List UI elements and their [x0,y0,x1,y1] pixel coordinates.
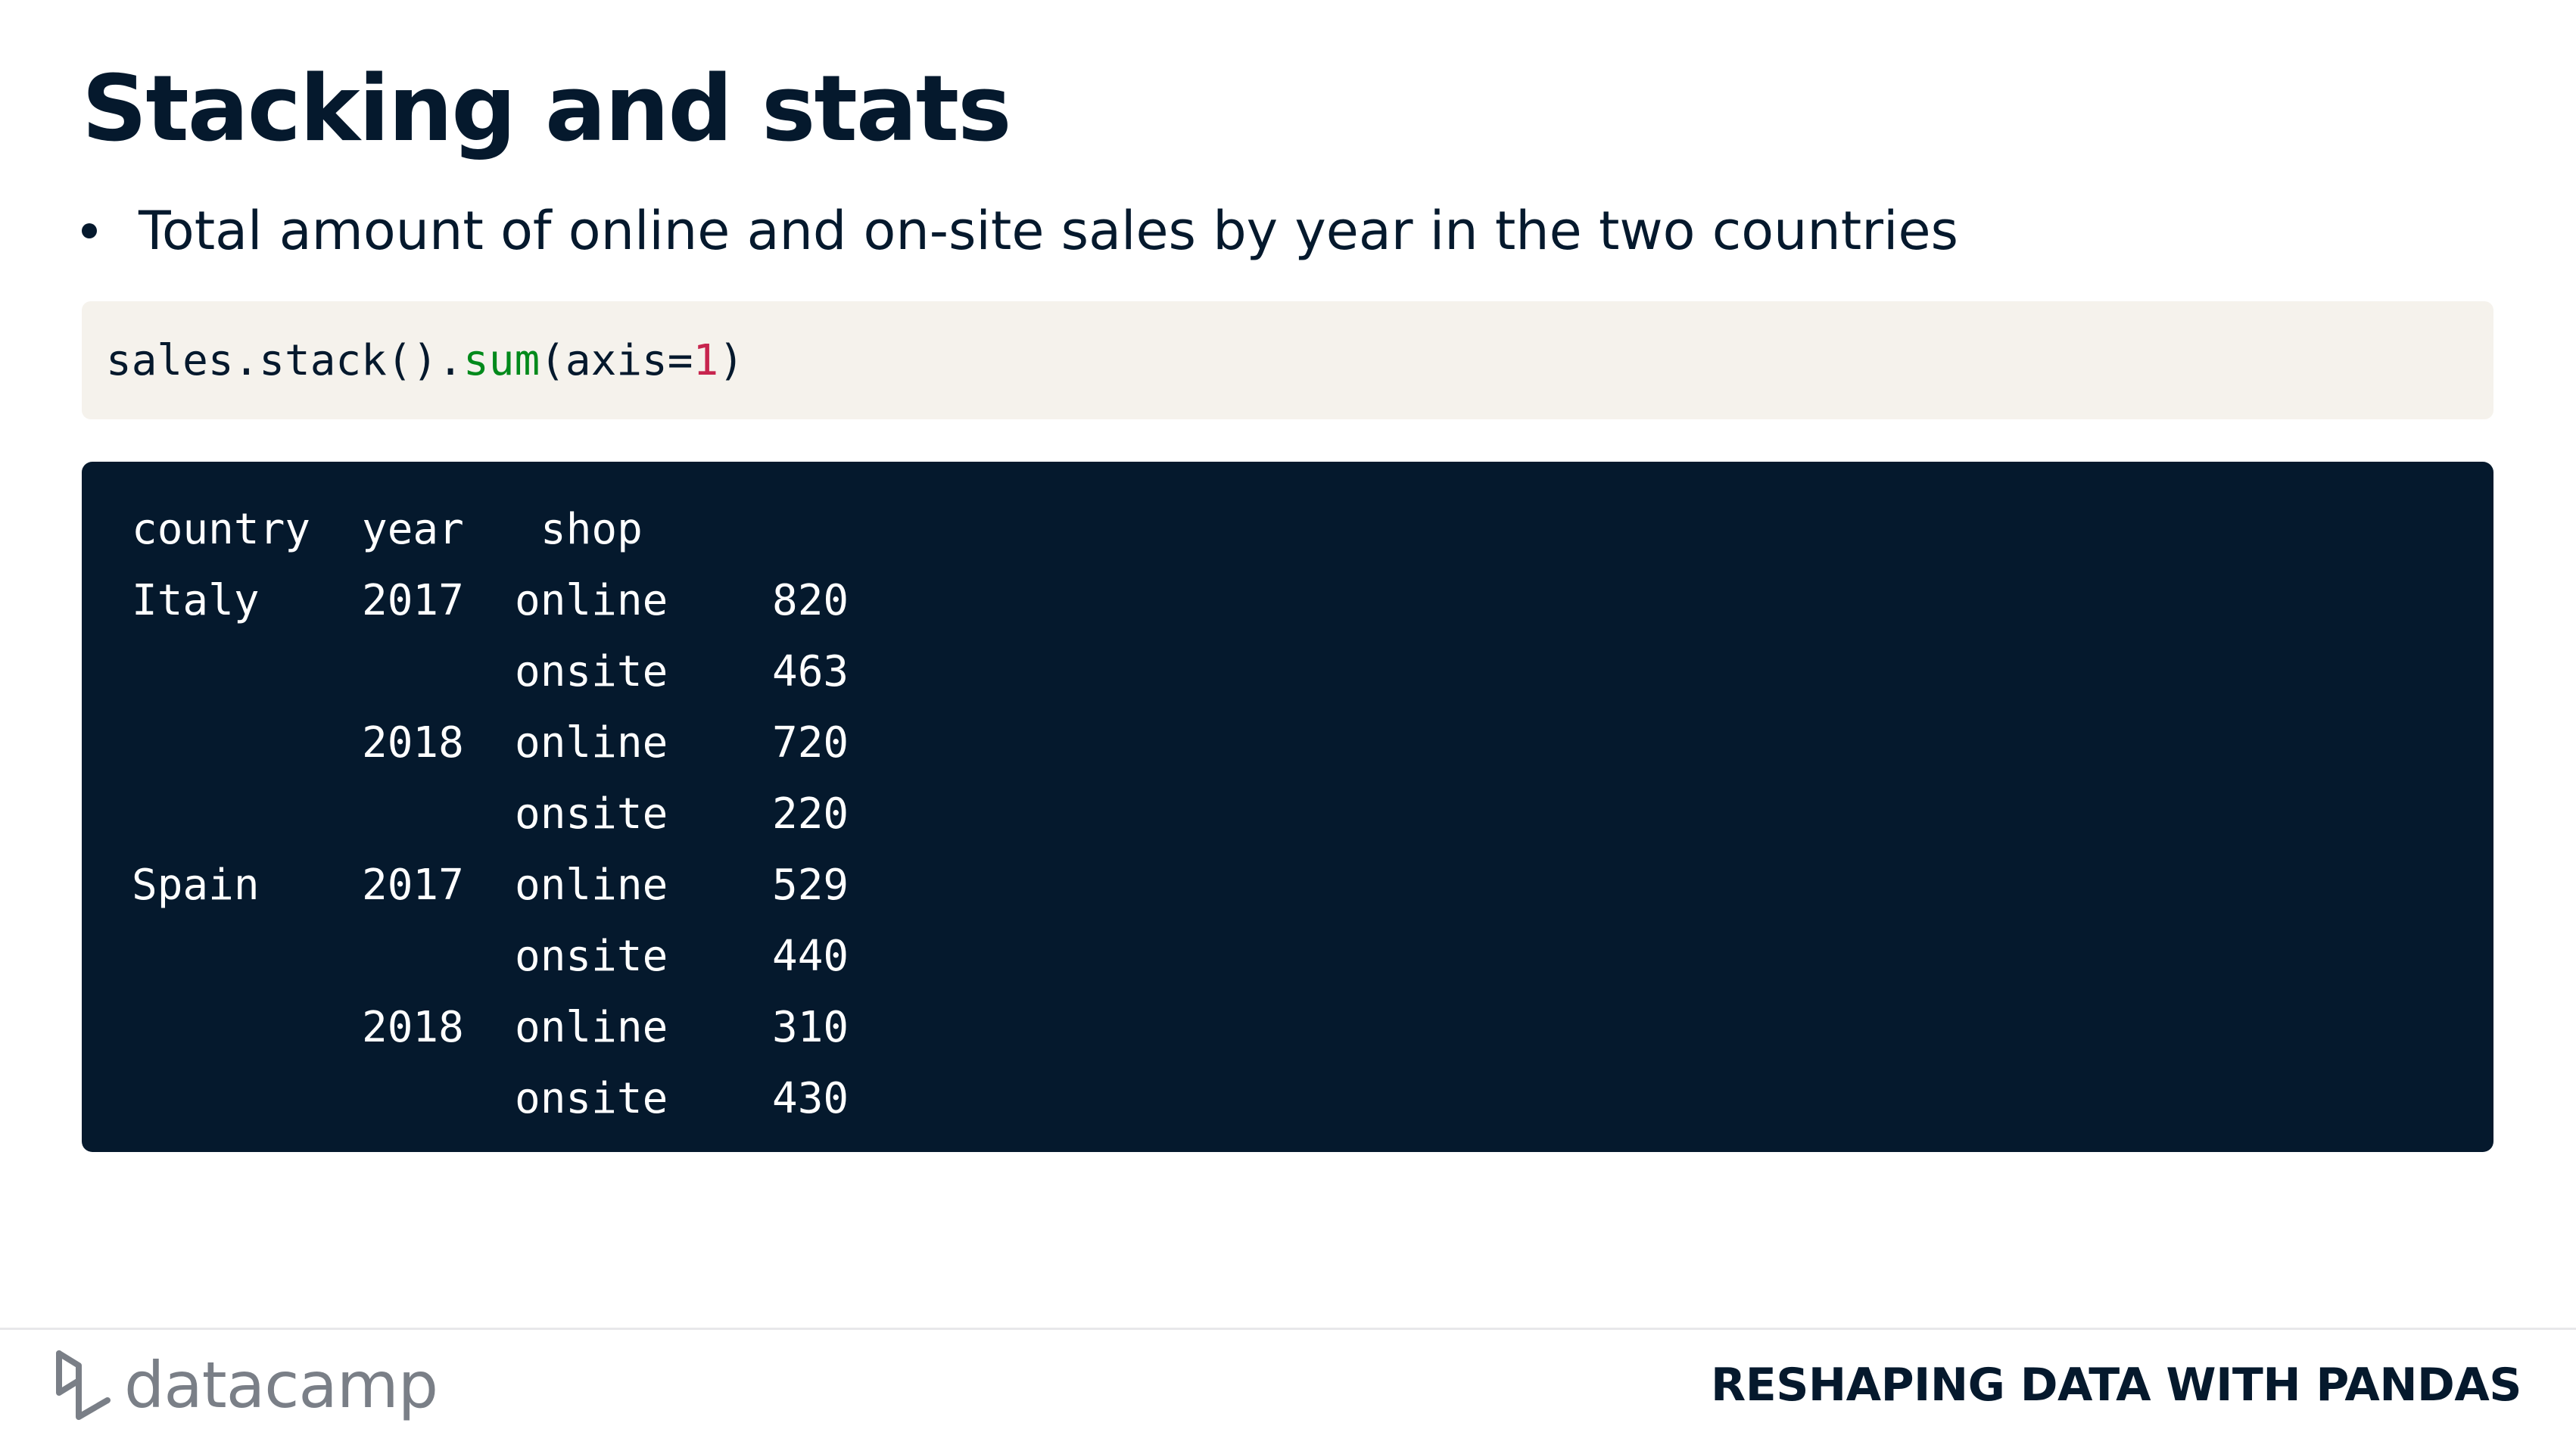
header-shop: shop [540,505,643,554]
code-function: sum [463,335,540,385]
row-shop: onsite [515,789,668,839]
datacamp-logo: datacamp [53,1347,438,1423]
row-shop: onsite [515,932,668,981]
code-prefix: sales.stack(). [106,335,464,385]
row-year: 2018 [362,718,464,768]
course-title: RESHAPING DATA WITH PANDAS [1711,1359,2521,1412]
output-header-row: country year shop [82,500,2493,560]
output-row: Spain 2017 online 529 [82,855,2493,916]
header-year: year [362,505,464,554]
bullet-text: Total amount of online and on-site sales… [139,200,1958,262]
slide-title: Stacking and stats [82,57,1012,162]
row-value: 220 [772,789,849,839]
row-value: 529 [772,861,849,910]
output-row: Italy 2017 online 820 [82,571,2493,631]
output-row: onsite 220 [82,784,2493,845]
output-row: onsite 430 [82,1069,2493,1129]
header-country: country [132,505,311,554]
code-arg-value: 1 [693,335,719,385]
row-value: 720 [772,718,849,768]
row-shop: onsite [515,1074,668,1123]
row-value: 430 [772,1074,849,1123]
row-shop: online [515,576,668,625]
row-value: 820 [772,576,849,625]
row-shop: onsite [515,647,668,696]
datacamp-mark-icon [56,1350,111,1420]
row-country: Spain [132,861,260,910]
row-value: 310 [772,1003,849,1052]
row-shop: online [515,718,668,768]
row-country: Italy [132,576,260,625]
output-row: onsite 440 [82,926,2493,987]
row-year: 2018 [362,1003,464,1052]
row-value: 463 [772,647,849,696]
code-block: sales.stack(). sum (axis= 1) [82,301,2493,419]
bullet-dot-icon [82,223,97,238]
output-row: 2018 online 720 [82,713,2493,774]
row-value: 440 [772,932,849,981]
output-row: 2018 online 310 [82,998,2493,1058]
logo-text: datacamp [124,1348,438,1422]
row-year: 2017 [362,861,464,910]
code-args-open: (axis= [540,335,693,385]
code-args-close: ) [718,335,744,385]
bullet-item: Total amount of online and on-site sales… [82,193,1958,269]
row-shop: online [515,861,668,910]
row-year: 2017 [362,576,464,625]
footer-divider [0,1328,2576,1330]
row-shop: online [515,1003,668,1052]
output-block: country year shop Italy 2017 online 820 … [82,462,2493,1152]
output-row: onsite 463 [82,642,2493,702]
